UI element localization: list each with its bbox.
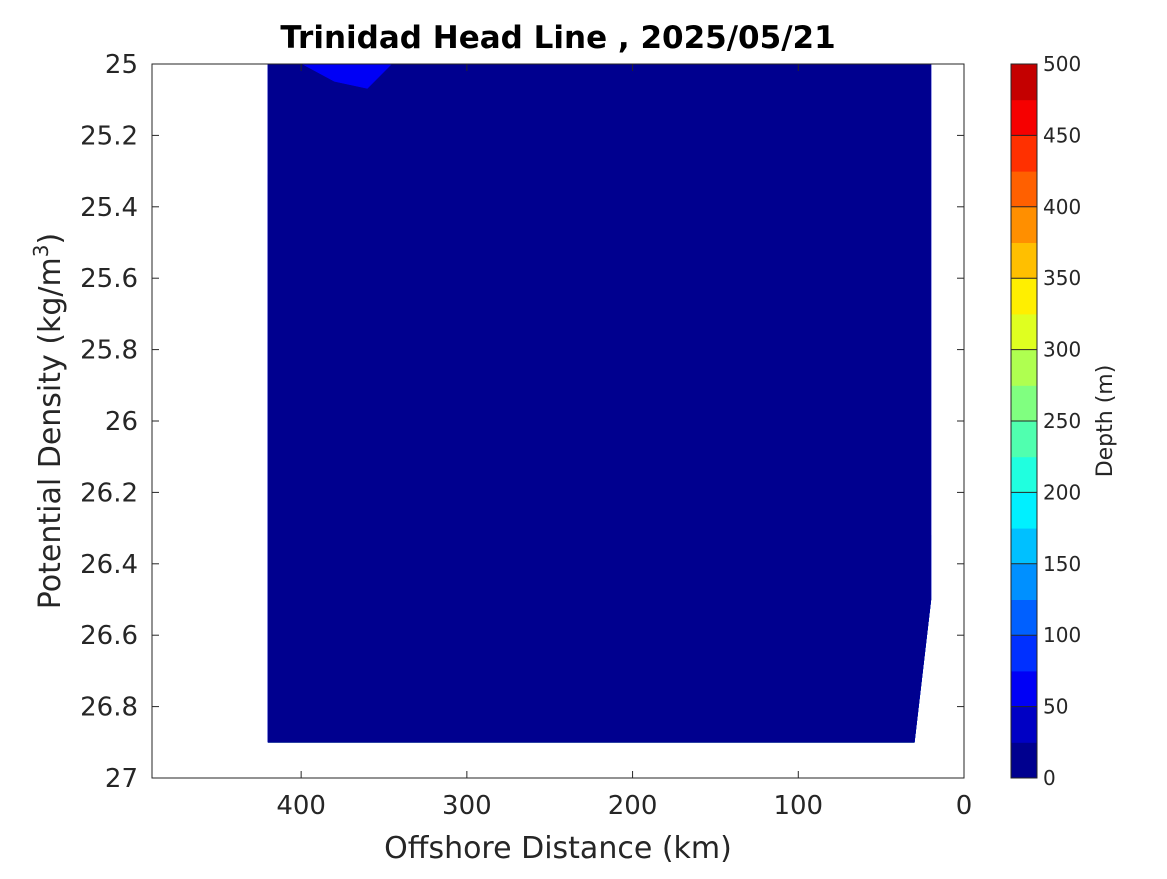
colorbar-swatch <box>1011 421 1037 458</box>
chart-title: Trinidad Head Line , 2025/05/21 <box>280 20 835 56</box>
colorbar-swatch <box>1011 492 1037 529</box>
contour-fills <box>267 63 932 743</box>
colorbar-swatch <box>1011 635 1037 672</box>
colorbar-swatch <box>1011 313 1037 351</box>
colorbar-label: Depth (m) <box>1093 365 1118 478</box>
colorbar-swatch <box>1011 742 1037 779</box>
x-tick-label: 0 <box>956 791 973 821</box>
y-axis: 25 25.2 25.4 25.6 25.8 26 26.2 26.4 26.6 26.8 27 <box>80 50 964 794</box>
y-tick-label: 25 <box>105 50 138 80</box>
colorbar-swatch <box>1011 278 1037 315</box>
colorbar-swatch <box>1011 670 1037 708</box>
colorbar-swatch <box>1011 171 1037 208</box>
y-tick-label: 26 <box>105 407 138 437</box>
y-tick-label: 26.4 <box>80 550 138 580</box>
y-tick-label: 25.8 <box>80 336 138 366</box>
colorbar-swatch <box>1011 206 1037 243</box>
y-tick-label: 25.2 <box>80 121 138 151</box>
x-tick-label: 400 <box>276 791 326 821</box>
colorbar-swatch <box>1011 456 1037 493</box>
y-axis-label-main: Potential Density (kg/m <box>33 257 68 609</box>
y-tick-label: 25.6 <box>80 264 138 294</box>
y-tick-label: 27 <box>105 764 138 794</box>
colorbar-tick-label: 300 <box>1043 338 1081 362</box>
y-axis-label: Potential Density (kg/m3) <box>29 233 68 609</box>
x-tick-label: 300 <box>442 791 492 821</box>
colorbar-swatch <box>1011 135 1037 172</box>
colorbar-tick-label: 350 <box>1043 266 1081 290</box>
colorbar-swatch <box>1011 64 1037 101</box>
colorbar-swatch <box>1011 349 1037 386</box>
colorbar <box>1010 63 1038 779</box>
colorbar-tick-label: 200 <box>1043 480 1081 504</box>
colorbar-swatch <box>1011 385 1037 422</box>
colorbar-axis: 0 50 100 150 200 250 300 350 400 450 500 <box>1011 52 1081 790</box>
y-tick-label: 25.4 <box>80 193 138 223</box>
colorbar-tick-label: 400 <box>1043 195 1081 219</box>
y-tick-label: 26.6 <box>80 621 138 651</box>
x-tick-label: 100 <box>773 791 823 821</box>
colorbar-swatch <box>1011 599 1037 636</box>
colorbar-swatch <box>1011 528 1037 565</box>
x-tick-label: 200 <box>608 791 658 821</box>
y-axis-label-close: ) <box>33 233 68 245</box>
x-axis: 400 300 200 100 0 <box>276 64 972 821</box>
y-axis-label-superscript: 3 <box>29 244 53 257</box>
contour-band-0 <box>267 63 932 743</box>
colorbar-tick-label: 0 <box>1043 766 1056 790</box>
y-tick-label: 26.8 <box>80 693 138 723</box>
colorbar-swatch <box>1011 99 1037 136</box>
colorbar-tick-label: 100 <box>1043 623 1081 647</box>
x-axis-label: Offshore Distance (km) <box>384 831 732 866</box>
colorbar-swatch <box>1011 563 1037 600</box>
colorbar-tick-label: 150 <box>1043 552 1081 576</box>
colorbar-tick-label: 50 <box>1043 695 1068 719</box>
colorbar-tick-label: 250 <box>1043 409 1081 433</box>
y-tick-label: 26.2 <box>80 478 138 508</box>
colorbar-tick-label: 450 <box>1043 123 1081 147</box>
colorbar-swatch <box>1011 706 1037 743</box>
colorbar-swatch <box>1011 242 1037 279</box>
colorbar-tick-label: 500 <box>1043 52 1081 76</box>
